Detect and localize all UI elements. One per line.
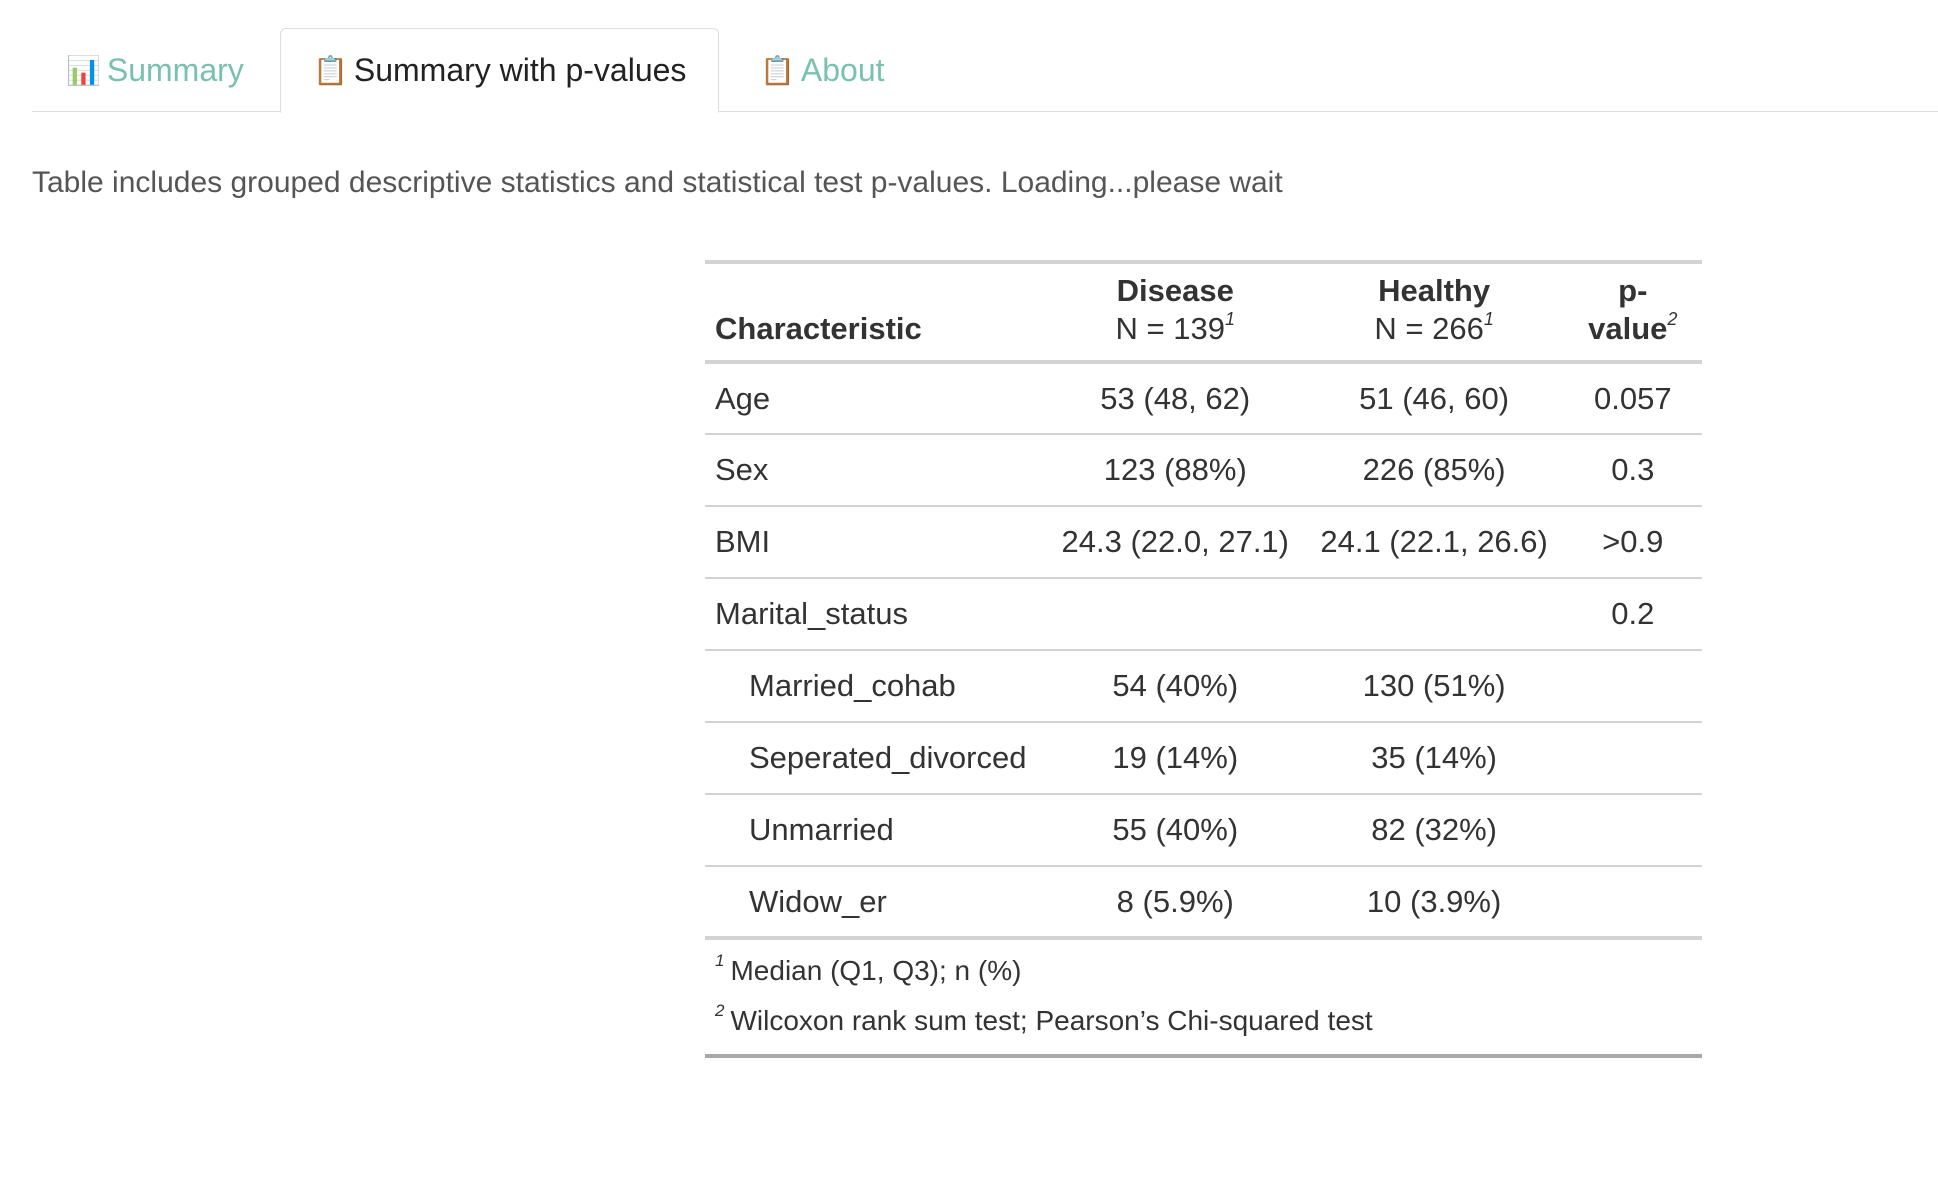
row-label: BMI	[715, 524, 771, 559]
tab-summary-with-p-values-label: Summary with p-values	[353, 52, 687, 88]
cell-healthy: 130 (51%)	[1362, 668, 1506, 703]
header-characteristic: Characteristic	[715, 311, 922, 346]
row-label: Widow_er	[749, 883, 887, 919]
clipboard-icon: 📋	[313, 55, 348, 86]
table-footnotes: 1 Median (Q1, Q3); n (%) 2 Wilcoxon rank s…	[705, 940, 1702, 1058]
header-healthy-n: N = 2661	[1374, 309, 1494, 346]
cell-disease: 53 (48, 62)	[1100, 380, 1251, 416]
cell-p-value	[1564, 650, 1702, 722]
header-healthy: Healthy N = 2661	[1305, 262, 1564, 362]
cell-p-value: 0.3	[1611, 452, 1655, 487]
cell-healthy: 35 (14%)	[1371, 740, 1498, 775]
cell-p-value	[1564, 794, 1702, 866]
table-row: BMI 24.3 (22.0, 27.1) 24.1 (22.1, 26.6) …	[705, 506, 1702, 578]
cell-p-value	[1564, 722, 1702, 794]
tab-summary[interactable]: 📊 Summary	[66, 28, 244, 112]
table-row: Sex 123 (88%) 226 (85%) 0.3	[705, 434, 1702, 506]
cell-p-value: 0.057	[1593, 380, 1672, 416]
cell-p-value: >0.9	[1602, 524, 1664, 559]
tab-bar: 📊 Summary 📋 Summary with p-values 📋 Abou…	[32, 28, 1938, 113]
table-description: Table includes grouped descriptive stati…	[32, 166, 1283, 199]
cell-p-value	[1564, 866, 1702, 938]
bar-chart-icon: 📊	[66, 54, 101, 86]
row-label: Seperated_divorced	[749, 740, 1027, 775]
table-row: Marital_status 0.2	[705, 578, 1702, 650]
tab-about[interactable]: 📋 About	[760, 28, 885, 112]
tab-summary-with-p-values[interactable]: 📋 Summary with p-values	[280, 28, 720, 113]
row-label: Sex	[715, 452, 769, 487]
table-row: Age 53 (48, 62) 51 (46, 60) 0.057	[705, 362, 1702, 434]
table-row: Seperated_divorced 19 (14%) 35 (14%)	[705, 722, 1702, 794]
cell-healthy	[1305, 578, 1564, 650]
tab-summary-label: Summary	[106, 51, 244, 88]
cell-disease: 54 (40%)	[1112, 668, 1239, 703]
table-header-row: Characteristic Disease N = 1391 Healthy …	[705, 262, 1702, 362]
footnote: 2 Wilcoxon rank sum test; Pearson’s Chi-s…	[715, 1001, 1373, 1036]
cell-healthy: 51 (46, 60)	[1359, 380, 1510, 416]
cell-healthy: 82 (32%)	[1371, 812, 1498, 847]
header-disease-n: N = 1391	[1115, 309, 1235, 346]
cell-disease	[1046, 578, 1305, 650]
footnote: 1 Median (Q1, Q3); n (%)	[715, 951, 1022, 986]
table-row: Married_cohab 54 (40%) 130 (51%)	[705, 650, 1702, 722]
row-label: Age	[715, 380, 771, 416]
cell-disease: 19 (14%)	[1112, 740, 1239, 775]
header-disease: Disease N = 1391	[1046, 262, 1305, 362]
cell-disease: 24.3 (22.0, 27.1)	[1061, 524, 1290, 559]
row-label: Marital_status	[715, 596, 908, 631]
header-p-value: p-value2	[1588, 273, 1678, 346]
cell-healthy: 226 (85%)	[1362, 452, 1506, 487]
row-label: Unmarried	[749, 812, 894, 847]
table-row: Widow_er 8 (5.9%) 10 (3.9%)	[705, 866, 1702, 938]
summary-table-container: Characteristic Disease N = 1391 Healthy …	[705, 260, 1702, 1058]
cell-healthy: 10 (3.9%)	[1366, 883, 1502, 919]
row-label: Married_cohab	[749, 668, 956, 703]
cell-disease: 55 (40%)	[1112, 812, 1239, 847]
cell-p-value: 0.2	[1611, 596, 1655, 631]
cell-healthy: 24.1 (22.1, 26.6)	[1320, 524, 1548, 559]
header-disease-label: Disease	[1116, 273, 1234, 308]
clipboard-icon: 📋	[760, 54, 795, 86]
header-healthy-label: Healthy	[1378, 273, 1491, 308]
cell-disease: 8 (5.9%)	[1116, 883, 1234, 919]
table-row: Unmarried 55 (40%) 82 (32%)	[705, 794, 1702, 866]
summary-table: Characteristic Disease N = 1391 Healthy …	[705, 260, 1702, 940]
cell-disease: 123 (88%)	[1103, 452, 1247, 487]
tab-about-label: About	[800, 51, 885, 88]
